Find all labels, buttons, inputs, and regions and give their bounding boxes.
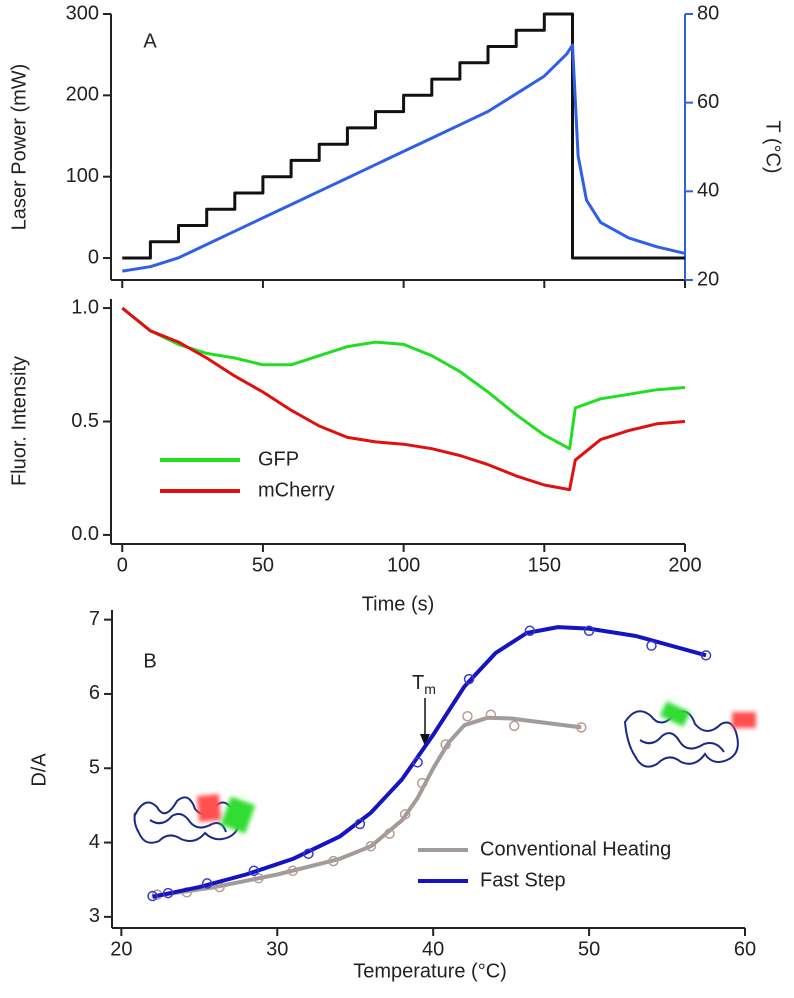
marker (162, 887, 174, 899)
y-axis-label: D/A (28, 753, 50, 787)
y-tick-label: 100 (66, 165, 99, 187)
y-tick-label: 6 (89, 682, 100, 704)
marker (700, 650, 712, 661)
marker (365, 841, 377, 852)
panel-label: B (143, 650, 156, 672)
x-tick-label: 50 (578, 938, 600, 960)
marker (524, 625, 536, 637)
marker (147, 890, 158, 902)
x-tick-label: 150 (528, 554, 561, 576)
data-line (152, 625, 707, 899)
marker (399, 809, 411, 820)
panel-label: A (143, 30, 157, 52)
marker (462, 710, 473, 722)
marker (303, 848, 314, 859)
x-axis-label: Temperature (°C) (353, 960, 507, 982)
x-axis-label: Time (s) (362, 593, 435, 615)
marker (287, 865, 299, 877)
y-tick-label: 1.0 (71, 296, 99, 318)
marker (463, 673, 475, 685)
x-tick-label: 100 (387, 554, 420, 576)
marker (354, 818, 366, 830)
data-line (121, 306, 686, 492)
marker (417, 777, 428, 789)
x-tick-label: 30 (266, 938, 288, 960)
y-axis-label: Fluor. Intensity (8, 356, 30, 486)
tm-annotation: Tm (412, 672, 436, 746)
annotation: Tm (412, 672, 436, 696)
data-line (122, 12, 685, 260)
protein-left (133, 794, 256, 844)
y-axis-label: Laser Power (mW) (8, 64, 30, 231)
annotation-subscript: m (424, 681, 436, 697)
y-tick-label: 5 (89, 757, 100, 779)
x-tick-label: 0 (117, 554, 128, 576)
arrow-head (420, 734, 430, 746)
y-tick-label: 0.5 (71, 410, 99, 432)
marker (201, 878, 213, 889)
y2-tick-label: 60 (697, 91, 719, 113)
marker (440, 739, 451, 750)
y2-tick-label: 20 (697, 268, 719, 290)
y-tick-label: 200 (66, 84, 99, 106)
marker (253, 872, 264, 884)
y2-axis-label: T (°C) (762, 120, 784, 173)
x-tick-label: 200 (668, 554, 701, 576)
marker (646, 640, 657, 651)
y-tick-label: 3 (89, 905, 100, 927)
marker (328, 855, 339, 867)
data-line (121, 306, 686, 451)
legend-label: GFP (258, 448, 299, 470)
x-tick-label: 20 (110, 938, 132, 960)
marker (412, 757, 423, 768)
annotation-text: T (412, 672, 424, 694)
marker (384, 828, 395, 839)
y-tick-label: 4 (89, 831, 100, 853)
marker (485, 709, 497, 721)
y-tick-label: 7 (89, 608, 100, 630)
marker (576, 722, 587, 733)
y-tick-label: 0 (88, 246, 99, 268)
x-tick-label: 40 (422, 938, 444, 960)
marker (248, 865, 260, 877)
data-line (122, 43, 686, 273)
legend-label: Fast Step (480, 869, 566, 891)
x-tick-label: 50 (252, 554, 274, 576)
y2-tick-label: 40 (697, 180, 719, 202)
y2-tick-label: 80 (697, 2, 719, 24)
legend-label: mCherry (258, 479, 335, 501)
legend-label: Conventional Heating (480, 838, 671, 860)
y-tick-label: 0.0 (71, 523, 99, 545)
marker (509, 720, 520, 732)
protein-right (623, 701, 756, 768)
y-tick-label: 300 (66, 2, 99, 24)
x-tick-label: 60 (734, 938, 756, 960)
marker (583, 625, 595, 637)
